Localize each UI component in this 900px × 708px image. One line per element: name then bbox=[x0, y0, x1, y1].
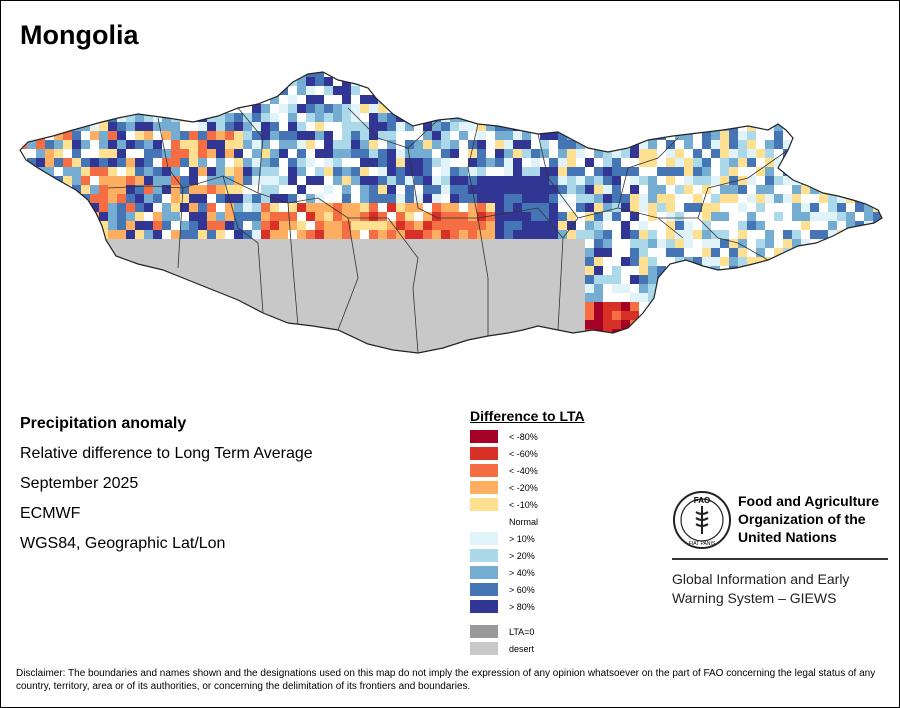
legend-item-desert: desert bbox=[470, 641, 630, 658]
legend-item: > 40% bbox=[470, 565, 630, 582]
fao-divider bbox=[672, 558, 888, 560]
legend-item: > 80% bbox=[470, 599, 630, 616]
fao-logo-icon: FAO FIAT PANIS bbox=[673, 491, 731, 549]
legend-label: LTA=0 bbox=[509, 627, 535, 637]
fao-logo-motto: FIAT PANIS bbox=[689, 541, 716, 547]
legend-swatch bbox=[470, 532, 498, 545]
legend-label: < -80% bbox=[509, 432, 538, 442]
legend-item: < -80% bbox=[470, 429, 630, 446]
legend-item: Normal bbox=[470, 514, 630, 531]
legend-item-lta-zero: LTA=0 bbox=[470, 624, 630, 641]
legend-label: Normal bbox=[509, 517, 539, 527]
legend-item: < -20% bbox=[470, 480, 630, 497]
legend-swatch bbox=[470, 642, 498, 655]
legend-label: > 40% bbox=[509, 568, 535, 578]
legend-swatch bbox=[470, 447, 498, 460]
info-subtitle: Relative difference to Long Term Average bbox=[20, 445, 313, 462]
legend-title: Difference to LTA bbox=[470, 408, 585, 424]
fao-name: Food and Agriculture Organization of the… bbox=[738, 493, 880, 545]
fao-logo-text: FAO bbox=[694, 496, 710, 505]
info-heading: Precipitation anomaly bbox=[20, 415, 187, 432]
legend-label: < -20% bbox=[509, 483, 538, 493]
info-date: September 2025 bbox=[20, 475, 139, 492]
legend-swatch bbox=[470, 464, 498, 477]
legend-label: > 80% bbox=[509, 602, 535, 612]
legend-label: > 10% bbox=[509, 534, 535, 544]
legend-item: < -60% bbox=[470, 446, 630, 463]
legend-swatch bbox=[470, 498, 498, 511]
legend-classes: < -80% < -60% < -40% < -20% < -10% Normal > 10… bbox=[470, 429, 630, 616]
legend-swatch bbox=[470, 481, 498, 494]
legend-label: > 20% bbox=[509, 551, 535, 561]
legend-item: > 10% bbox=[470, 531, 630, 548]
legend-label: desert bbox=[509, 644, 535, 654]
info-projection: WGS84, Geographic Lat/Lon bbox=[20, 535, 226, 552]
legend-label: > 60% bbox=[509, 585, 535, 595]
legend-item: > 20% bbox=[470, 548, 630, 565]
info-source: ECMWF bbox=[20, 505, 81, 522]
legend-swatch bbox=[470, 430, 498, 443]
legend-swatch bbox=[470, 625, 498, 638]
giews-name: Global Information and Early Warning Sys… bbox=[672, 571, 850, 606]
legend-label: < -10% bbox=[509, 500, 538, 510]
legend-item: < -10% bbox=[470, 497, 630, 514]
legend-swatch bbox=[470, 515, 498, 528]
legend-swatch bbox=[470, 600, 498, 613]
disclaimer: Disclaimer: The boundaries and names sho… bbox=[16, 668, 876, 692]
legend-label: < -60% bbox=[509, 449, 538, 459]
map-title: Mongolia bbox=[20, 20, 139, 50]
legend-swatch bbox=[470, 549, 498, 562]
legend: Difference to LTA < -80% < -60% < -40% < -2… bbox=[470, 408, 630, 658]
legend-swatch bbox=[470, 566, 498, 579]
map-info: Precipitation anomaly Relative differenc… bbox=[20, 413, 313, 563]
legend-item: < -40% bbox=[470, 463, 630, 480]
legend-item: > 60% bbox=[470, 582, 630, 599]
legend-swatch bbox=[470, 583, 498, 596]
legend-label: < -40% bbox=[509, 466, 538, 476]
mongolia-map bbox=[19, 71, 883, 354]
